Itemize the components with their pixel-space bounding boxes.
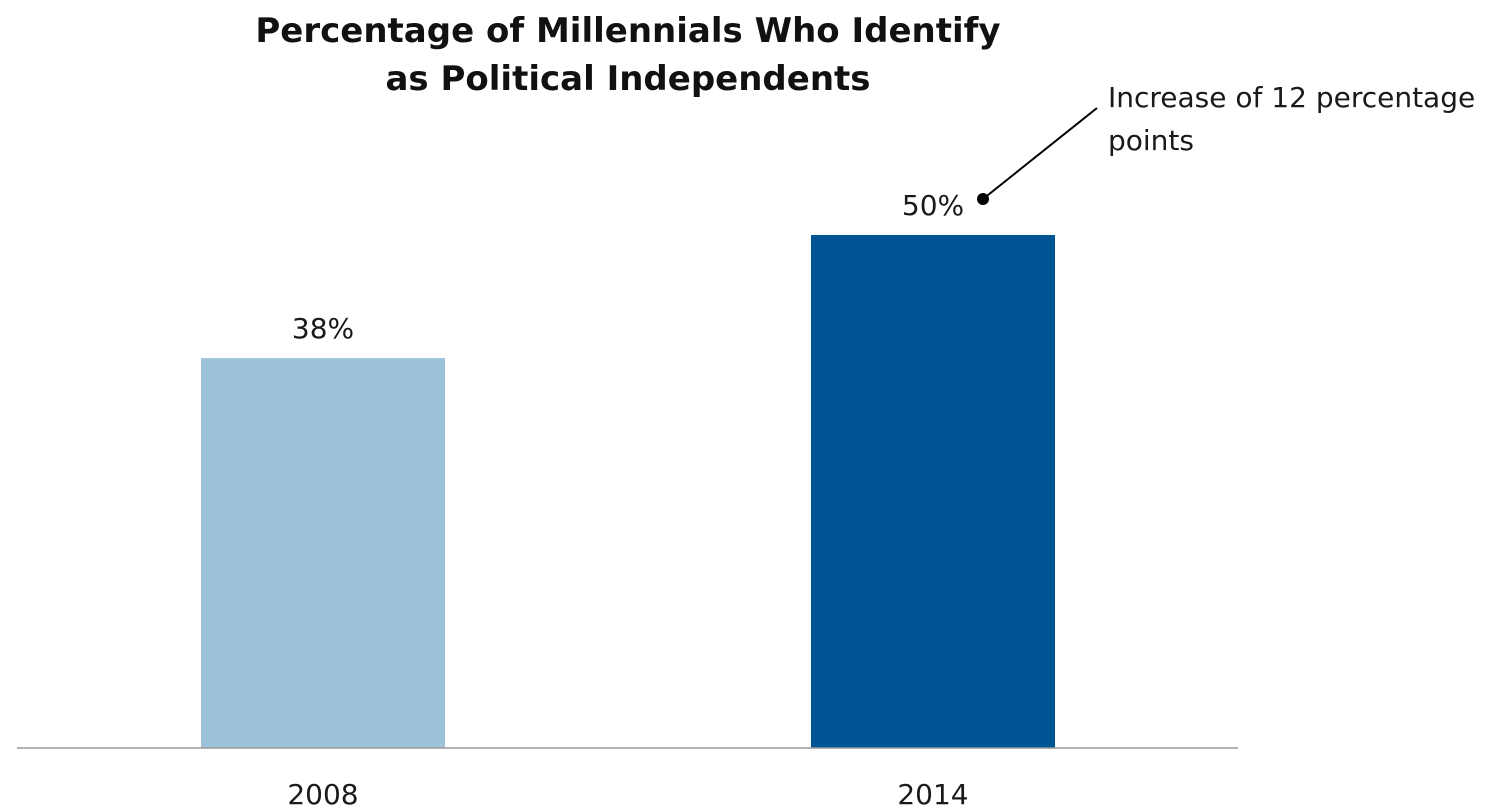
annotation-text-line-1: Increase of 12 percentage [1108,81,1475,114]
annotation-leader-line [982,107,1098,200]
x-tick-label-2014: 2014 [897,778,968,809]
bar-2008 [201,358,445,748]
annotation-text-line-2: points [1108,124,1194,157]
data-label-2008: 38% [292,312,354,345]
chart-title-line-2: as Political Independents [385,59,870,99]
chart-title-line-1: Percentage of Millennials Who Identify [255,11,1000,51]
bar-2014 [811,235,1055,748]
bars-layer: 38% 2008 50% 2014 [201,189,1055,809]
x-tick-label-2008: 2008 [287,778,358,809]
data-label-2014: 50% [902,189,964,222]
annotation-marker-dot [977,193,989,205]
annotation: Increase of 12 percentage points [977,81,1475,205]
